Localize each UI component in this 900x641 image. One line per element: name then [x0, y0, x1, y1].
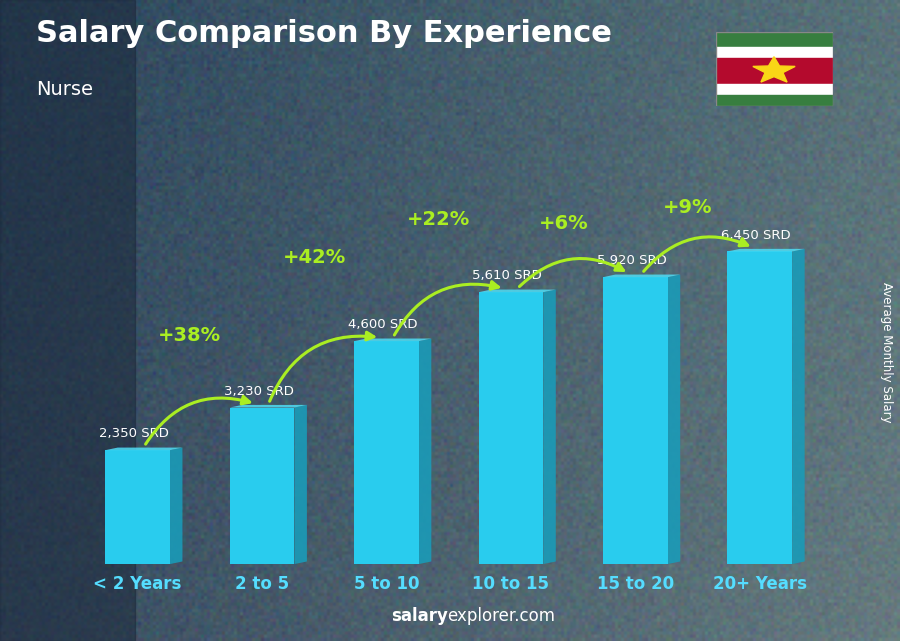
Text: 2,350 SRD: 2,350 SRD	[99, 428, 169, 440]
Text: 5,610 SRD: 5,610 SRD	[472, 269, 542, 283]
Text: Nurse: Nurse	[36, 80, 93, 99]
Text: +6%: +6%	[538, 214, 588, 233]
Polygon shape	[105, 447, 183, 450]
Polygon shape	[603, 274, 680, 277]
Bar	[355, 341, 418, 564]
Text: +42%: +42%	[283, 247, 346, 267]
Text: 4,600 SRD: 4,600 SRD	[348, 319, 418, 331]
Bar	[727, 251, 792, 564]
Text: +9%: +9%	[663, 198, 713, 217]
Bar	[716, 58, 832, 83]
Bar	[716, 32, 832, 47]
Text: 5,920 SRD: 5,920 SRD	[597, 254, 667, 267]
Bar	[716, 95, 832, 106]
Text: +38%: +38%	[158, 326, 221, 345]
Bar	[716, 47, 832, 58]
Polygon shape	[230, 405, 307, 408]
Bar	[603, 277, 668, 564]
Bar	[230, 408, 294, 564]
Polygon shape	[544, 290, 556, 564]
Text: Average Monthly Salary: Average Monthly Salary	[880, 282, 893, 423]
Text: +22%: +22%	[407, 210, 471, 229]
Polygon shape	[170, 447, 183, 564]
Polygon shape	[792, 249, 805, 564]
Text: explorer.com: explorer.com	[447, 607, 555, 625]
Polygon shape	[418, 338, 431, 564]
Polygon shape	[479, 290, 556, 292]
Polygon shape	[294, 405, 307, 564]
Polygon shape	[753, 57, 795, 82]
Polygon shape	[355, 338, 431, 341]
Text: 3,230 SRD: 3,230 SRD	[223, 385, 293, 398]
Polygon shape	[0, 0, 135, 641]
Text: Salary Comparison By Experience: Salary Comparison By Experience	[36, 19, 612, 48]
Text: salary: salary	[392, 607, 448, 625]
Bar	[479, 292, 544, 564]
Text: 6,450 SRD: 6,450 SRD	[721, 229, 791, 242]
Bar	[716, 84, 832, 95]
Bar	[105, 450, 170, 564]
Polygon shape	[668, 274, 680, 564]
Polygon shape	[727, 249, 805, 251]
